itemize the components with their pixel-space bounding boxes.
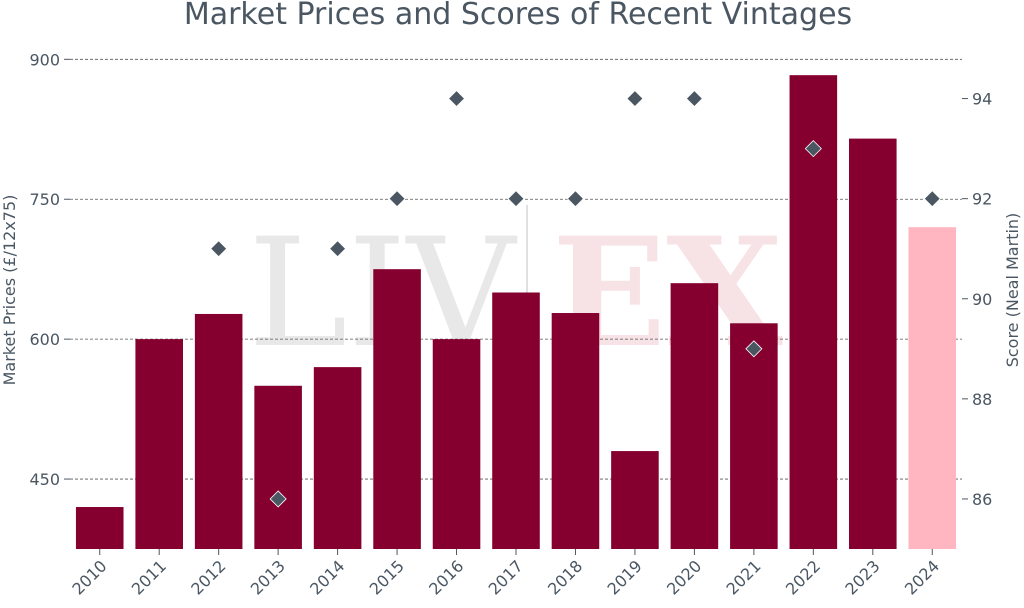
bar-2021	[730, 323, 778, 549]
score-marker-2016	[447, 89, 466, 108]
score-marker-2021	[745, 340, 763, 358]
bar-2014	[313, 367, 362, 549]
bar-2013	[254, 385, 302, 549]
y2-axis-label: Score (Neal Martin)	[1003, 213, 1022, 368]
bar-2024	[908, 227, 957, 549]
y-axis-left: 450 600 750 900	[29, 50, 70, 489]
x-tick-label-2023: 2023	[841, 556, 883, 598]
bar-2023	[849, 138, 897, 549]
y2-tick-label-4: 94	[972, 90, 992, 109]
watermark: LIV EX	[248, 205, 783, 381]
score-marker-2014	[329, 240, 347, 258]
y-axis-label: Market Prices (£/12x75)	[0, 195, 19, 386]
score-marker-2015	[388, 190, 406, 208]
y-axis-right: 86 88 90 92 94	[962, 90, 992, 509]
bar-2010	[75, 507, 124, 549]
x-tick-label-2018: 2018	[544, 556, 586, 598]
y2-tick-label-0: 86	[972, 490, 992, 509]
score-marker-2024	[923, 190, 941, 208]
score-marker-2020	[685, 89, 703, 108]
x-tick-label-2016: 2016	[425, 556, 467, 598]
score-markers	[210, 89, 941, 508]
y2-tick-label-1: 88	[972, 390, 992, 409]
chart-title: Market Prices and Scores of Recent Vinta…	[184, 0, 852, 32]
score-marker-2018	[566, 190, 585, 208]
x-tick-label-2012: 2012	[187, 556, 229, 598]
bar-2016	[432, 339, 481, 549]
x-tick-label-2017: 2017	[485, 556, 527, 598]
y-tick-label-2: 750	[29, 190, 60, 209]
bar-2019	[611, 451, 659, 549]
bar-2011	[135, 339, 183, 549]
x-tick-label-2024: 2024	[901, 556, 943, 598]
y-tick-label-0: 450	[29, 470, 60, 489]
bar-2012	[194, 313, 243, 549]
x-tick-label-2021: 2021	[722, 556, 764, 598]
bar-2020	[670, 283, 719, 549]
x-tick-label-2011: 2011	[128, 556, 170, 598]
x-tick-label-2022: 2022	[782, 556, 824, 598]
score-marker-2017	[507, 190, 525, 208]
x-tick-label-2015: 2015	[366, 556, 408, 598]
bar-2018	[551, 313, 600, 549]
score-marker-2022	[804, 140, 822, 158]
x-tick-label-2013: 2013	[247, 556, 289, 598]
x-tick-label-2020: 2020	[663, 556, 705, 598]
y-tick-label-1: 600	[29, 330, 60, 349]
y-tick-label-3: 900	[29, 50, 60, 69]
bars	[75, 75, 957, 549]
x-tick-label-2019: 2019	[604, 556, 646, 598]
y2-tick-label-2: 90	[972, 290, 992, 309]
x-tick-label-2010: 2010	[68, 556, 110, 598]
score-marker-2012	[210, 240, 228, 258]
bar-2015	[373, 269, 421, 549]
x-axis: 2010 2011 2012 2013 2014 2015 2016 2017 2018 2019…	[68, 549, 943, 599]
x-tick-label-2014: 2014	[306, 556, 348, 598]
score-marker-2013	[269, 490, 287, 508]
score-marker-2019	[626, 89, 644, 108]
bar-2017	[492, 292, 540, 549]
y2-tick-label-3: 92	[972, 190, 992, 209]
